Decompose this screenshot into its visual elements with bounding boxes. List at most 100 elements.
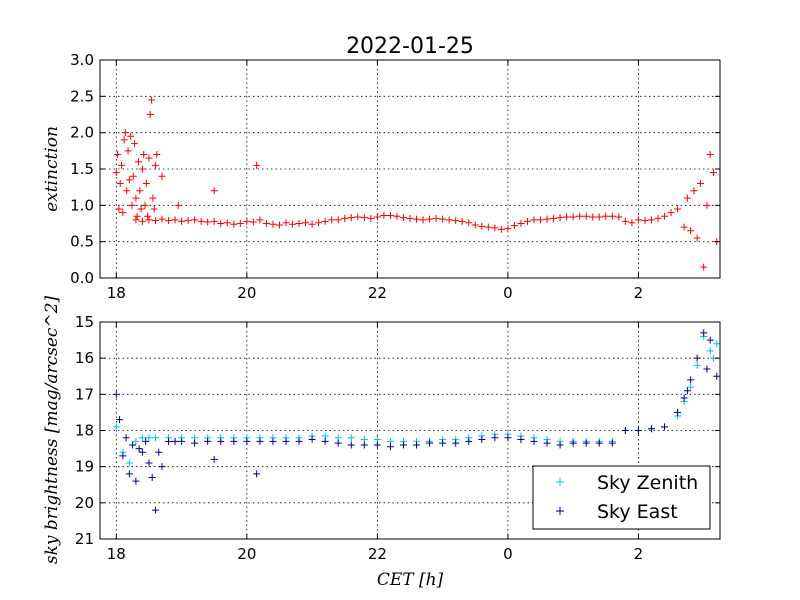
extinction-point <box>465 219 473 227</box>
extinction-point <box>127 132 135 140</box>
sky-east-point <box>347 441 355 449</box>
extinction-point <box>576 212 584 220</box>
extinction-point <box>140 150 148 158</box>
extinction-point <box>696 180 704 188</box>
extinction-y-tick-label: 0.0 <box>70 269 94 287</box>
extinction-x-tick-label: 22 <box>368 284 387 302</box>
extinction-point <box>641 217 649 225</box>
sky-east-point <box>517 436 525 444</box>
extinction-point <box>118 161 126 169</box>
sky-east-point <box>478 436 486 444</box>
extinction-point <box>210 187 218 195</box>
sky-zenith-point <box>112 423 120 431</box>
extinction-y-tick-label: 1.0 <box>70 196 94 214</box>
extinction-x-tick-label: 18 <box>107 284 126 302</box>
extinction-point <box>563 213 571 221</box>
extinction-y-tick-label: 2.0 <box>70 124 94 142</box>
extinction-point <box>149 194 157 202</box>
extinction-point <box>393 212 401 220</box>
extinction-point <box>153 150 161 158</box>
sky-east-point <box>621 427 629 434</box>
extinction-point <box>471 221 479 229</box>
extinction-point <box>608 212 616 220</box>
extinction-point <box>269 220 277 228</box>
sky-east-point <box>413 441 421 449</box>
extinction-point <box>129 172 137 180</box>
extinction-point <box>243 217 251 225</box>
extinction-point <box>236 220 244 227</box>
sky-east-point <box>439 439 447 447</box>
sky-zenith-point <box>693 361 701 369</box>
sky-brightness-y-tick-label: 19 <box>75 458 94 476</box>
extinction-point <box>667 209 675 217</box>
sky-brightness-x-tick-label: 20 <box>237 545 256 563</box>
extinction-point <box>158 215 166 223</box>
sky-brightness-x-tick-label: 0 <box>503 545 513 563</box>
extinction-point <box>341 214 349 222</box>
extinction-point <box>308 220 316 228</box>
extinction-point <box>289 220 297 228</box>
extinction-point <box>478 222 486 230</box>
extinction-point <box>543 215 551 223</box>
extinction-point <box>399 214 407 222</box>
sky-brightness-x-tick-label: 22 <box>368 545 387 563</box>
sky-east-point <box>360 441 368 449</box>
sky-brightness-grid <box>100 321 720 540</box>
extinction-point <box>367 214 375 222</box>
extinction-point <box>171 216 179 224</box>
sky-east-point <box>674 408 682 416</box>
extinction-point <box>148 96 156 104</box>
extinction-point <box>135 158 143 166</box>
extinction-point <box>334 216 342 224</box>
sky-east-point <box>269 437 277 445</box>
extinction-point <box>432 214 440 222</box>
sky-east-point <box>132 477 140 485</box>
sky-east-point <box>680 394 688 402</box>
extinction-y-axis-label: extinction <box>42 126 62 212</box>
extinction-point <box>706 150 714 158</box>
legend: Sky Zenith Sky East <box>532 465 711 530</box>
extinction-point <box>158 172 166 180</box>
extinction-point <box>484 223 492 231</box>
extinction-point <box>256 216 264 224</box>
sky-brightness-y-tick-label: 18 <box>75 422 94 440</box>
sky-east-point <box>282 437 290 445</box>
extinction-point <box>262 220 270 227</box>
extinction-y-tick-label: 2.5 <box>70 87 94 105</box>
extinction-y-tick-label: 0.5 <box>70 233 94 251</box>
extinction-point <box>197 217 205 225</box>
sky-east-point <box>165 437 173 445</box>
extinction-point <box>452 217 460 225</box>
extinction-x-tick-label: 0 <box>503 284 513 302</box>
extinction-point <box>634 216 642 224</box>
sky-east-point <box>210 455 218 463</box>
extinction-y-tick-label: 1.5 <box>70 160 94 178</box>
extinction-point <box>121 129 129 137</box>
extinction-point <box>146 111 154 118</box>
extinction-point <box>137 205 145 213</box>
sky-east-point <box>693 354 701 362</box>
sky-east-point <box>243 437 251 445</box>
extinction-point <box>223 219 231 227</box>
extinction-point <box>530 216 538 224</box>
sky-east-point <box>155 448 163 456</box>
extinction-point <box>178 217 186 225</box>
sky-brightness-panel: 18 20 22 0 2 15 16 17 18 19 20 21 sky brightness [m… <box>42 295 721 564</box>
extinction-point <box>709 169 717 177</box>
extinction-point <box>582 212 590 220</box>
sky-brightness-x-tick-label: 2 <box>634 545 644 563</box>
sky-east-point <box>452 439 460 447</box>
legend-marker-sky-zenith <box>556 478 564 486</box>
sky-east-point <box>334 439 342 447</box>
extinction-point <box>703 201 711 209</box>
extinction-point <box>380 212 388 220</box>
extinction-point <box>360 214 368 222</box>
extinction-point <box>217 220 225 227</box>
sky-east-point <box>178 437 186 445</box>
sky-east-point <box>703 365 711 373</box>
sky-brightness-y-tick-label: 15 <box>75 313 94 331</box>
sky-east-point <box>491 434 499 442</box>
extinction-point <box>683 194 691 202</box>
sky-east-point <box>256 437 264 445</box>
sky-east-point <box>683 387 691 395</box>
